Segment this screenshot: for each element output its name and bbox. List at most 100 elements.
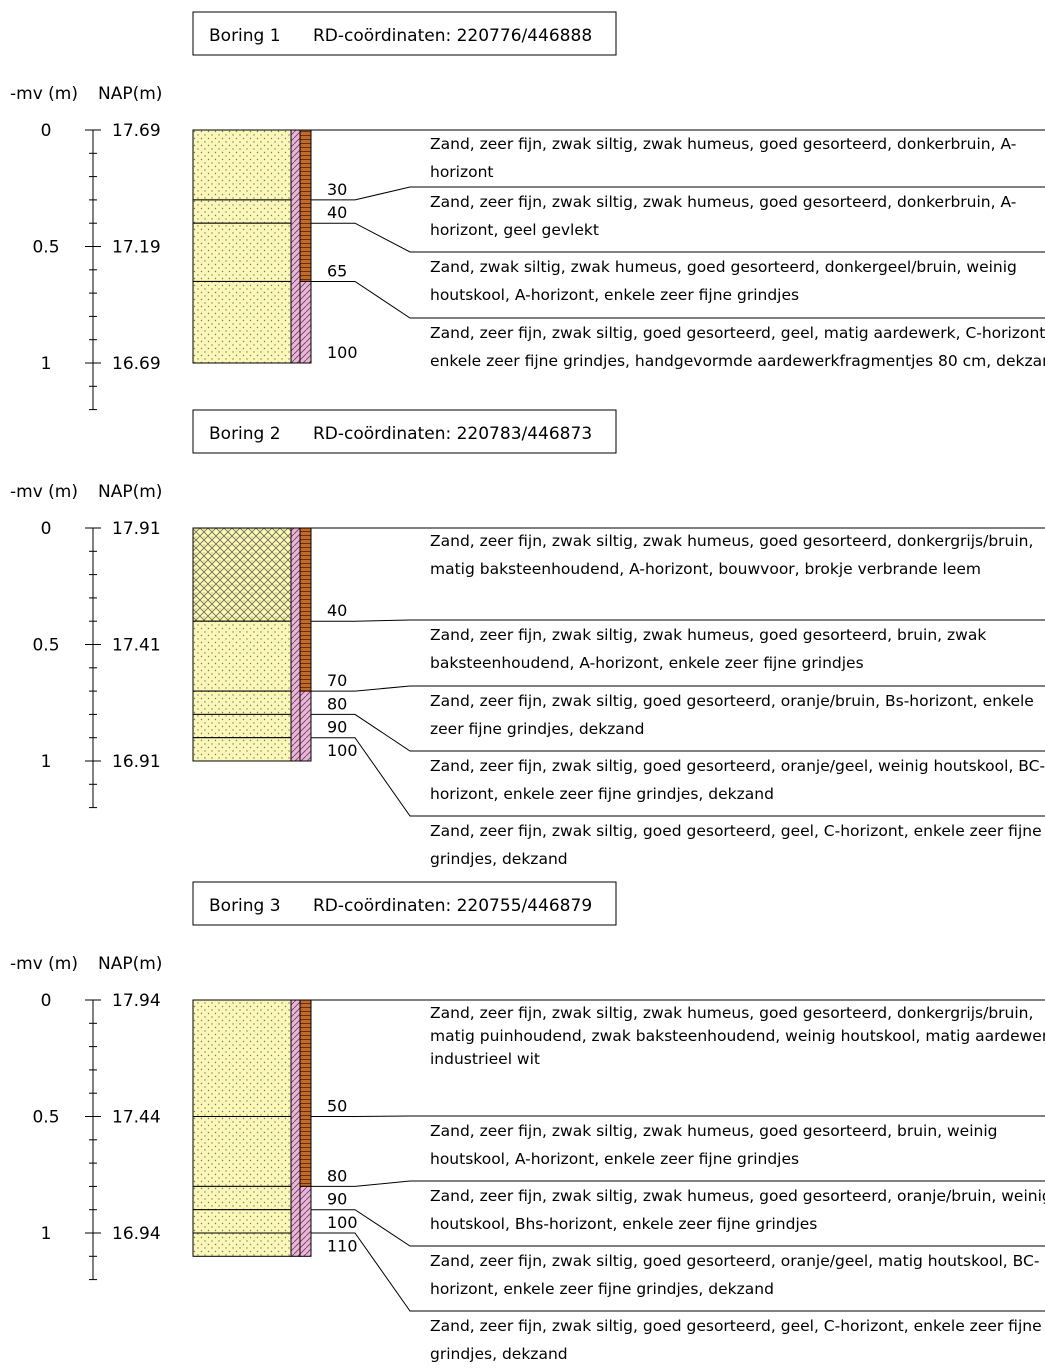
soil-layer <box>192 1116 292 1187</box>
layer-depth-label: 40 <box>327 601 347 620</box>
layer-description: Zand, zeer fijn, zwak siltig, zwak humeu… <box>430 135 1016 153</box>
boring-title: Boring 3 <box>209 896 281 916</box>
nap-tick-label: 17.19 <box>112 238 161 258</box>
soil-layer <box>192 527 292 622</box>
layer-description: horizont, enkele zeer fijne grindjes, de… <box>430 785 774 803</box>
layer-depth-label: 50 <box>327 1097 347 1116</box>
layer-description: Zand, zeer fijn, zwak siltig, goed gesor… <box>430 692 1034 710</box>
layer-connector <box>311 713 1045 752</box>
layer-description: Zand, zwak siltig, zwak humeus, goed ges… <box>430 258 1017 276</box>
brown-indicator-bar <box>299 999 312 1187</box>
nap-tick-label: 16.69 <box>112 354 161 374</box>
layer-connector <box>311 619 1045 622</box>
layer-connector <box>311 737 1045 817</box>
soil-layer <box>192 222 292 282</box>
nap-tick-label: 17.94 <box>112 991 161 1011</box>
layer-description: Zand, zeer fijn, zwak siltig, zwak humeu… <box>430 1004 1033 1022</box>
layer-description: houtskool, Bhs-horizont, enkele zeer fij… <box>430 1215 817 1233</box>
boring-coordinates: RD-coördinaten: 220783/446873 <box>313 424 592 444</box>
depth-tick-label: 1 <box>41 1224 52 1244</box>
depth-tick-label: 0.5 <box>32 636 59 656</box>
depth-tick-label: 1 <box>41 354 52 374</box>
layer-description: houtskool, A-horizont, enkele zeer fijne… <box>430 286 799 304</box>
boring-coordinates: RD-coördinaten: 220776/446888 <box>313 26 592 46</box>
layer-depth-label: 100 <box>327 741 358 760</box>
layer-description: zeer fijne grindjes, dekzand <box>430 720 644 738</box>
pink-indicator-bar <box>290 527 301 762</box>
nap-tick-label: 17.44 <box>112 1108 161 1128</box>
layer-depth-label: 100 <box>327 1213 358 1232</box>
nap-axis-label: NAP(m) <box>98 84 162 104</box>
layer-description: industrieel wit <box>430 1050 540 1068</box>
depth-tick-label: 0.5 <box>32 1108 59 1128</box>
layer-description: Zand, zeer fijn, zwak siltig, goed gesor… <box>430 324 1045 342</box>
soil-layer <box>192 1232 292 1257</box>
depth-tick-label: 0 <box>41 519 52 539</box>
soil-layer <box>192 690 292 715</box>
layer-depth-label: 80 <box>327 1166 347 1185</box>
layer-connector <box>311 1209 1045 1247</box>
layer-description: houtskool, A-horizont, enkele zeer fijne… <box>430 1150 799 1168</box>
layer-depth-label: 100 <box>327 343 358 362</box>
nap-tick-label: 16.94 <box>112 1224 161 1244</box>
layer-depth-label: 110 <box>327 1236 358 1255</box>
nap-tick-label: 16.91 <box>112 752 161 772</box>
depth-tick-label: 1 <box>41 752 52 772</box>
depth-tick-label: 0.5 <box>32 238 59 258</box>
soil-layer <box>192 280 292 364</box>
soil-layer <box>192 1209 292 1234</box>
layer-description: Zand, zeer fijn, zwak siltig, zwak humeu… <box>430 1187 1045 1205</box>
layer-connector <box>311 280 1045 319</box>
soil-layer <box>192 620 292 692</box>
layer-description: grindjes, dekzand <box>430 1345 568 1363</box>
layer-connector <box>311 685 1045 692</box>
layer-description: Zand, zeer fijn, zwak siltig, zwak humeu… <box>430 532 1033 550</box>
nap-tick-label: 17.41 <box>112 636 161 656</box>
nap-axis-label: NAP(m) <box>98 482 162 502</box>
layer-description: Zand, zeer fijn, zwak siltig, goed gesor… <box>430 1252 1039 1270</box>
layer-description: matig baksteenhoudend, A-horizont, bouwv… <box>430 560 981 578</box>
brown-indicator-bar <box>299 129 312 282</box>
layer-description: Zand, zeer fijn, zwak siltig, zwak humeu… <box>430 1122 998 1140</box>
layer-depth-label: 30 <box>327 180 347 199</box>
layer-description: Zand, zeer fijn, zwak siltig, goed gesor… <box>430 1317 1042 1335</box>
nap-tick-label: 17.69 <box>112 121 161 141</box>
layer-connector <box>311 1115 1045 1117</box>
soil-layer <box>192 199 292 224</box>
layer-description: enkele zeer fijne grindjes, handgevormde… <box>430 352 1045 370</box>
pink-indicator-bar-lower <box>299 1185 312 1257</box>
boring-coordinates: RD-coördinaten: 220755/446879 <box>313 896 592 916</box>
depth-tick-label: 0 <box>41 991 52 1011</box>
layer-depth-label: 90 <box>327 718 347 737</box>
layer-connector <box>311 1232 1045 1312</box>
layer-depth-label: 90 <box>327 1190 347 1209</box>
soil-layer <box>192 1185 292 1211</box>
layer-depth-label: 70 <box>327 671 347 690</box>
boring-title: Boring 1 <box>209 26 281 46</box>
layer-description: horizont, enkele zeer fijne grindjes, de… <box>430 1280 774 1298</box>
layer-description: Zand, zeer fijn, zwak siltig, zwak humeu… <box>430 626 986 644</box>
soil-layer <box>192 129 292 201</box>
pink-indicator-bar <box>290 999 301 1257</box>
nap-axis-label: NAP(m) <box>98 954 162 974</box>
pink-indicator-bar <box>290 129 301 364</box>
soil-layer <box>192 999 292 1117</box>
boring-title: Boring 2 <box>209 424 281 444</box>
layer-description: Zand, zeer fijn, zwak siltig, goed gesor… <box>430 822 1042 840</box>
boring-title-box <box>192 409 617 454</box>
layer-description: grindjes, dekzand <box>430 850 568 868</box>
brown-indicator-bar <box>299 527 312 692</box>
layer-depth-label: 80 <box>327 694 347 713</box>
layer-description: Zand, zeer fijn, zwak siltig, goed gesor… <box>430 757 1045 775</box>
layer-description: baksteenhoudend, A-horizont, enkele zeer… <box>430 654 864 672</box>
depth-axis-label: -mv (m) <box>10 954 78 974</box>
soil-layer <box>192 737 292 762</box>
pink-indicator-bar-lower <box>299 690 312 762</box>
layer-depth-label: 40 <box>327 203 347 222</box>
depth-axis-label: -mv (m) <box>10 84 78 104</box>
layer-description: horizont, geel gevlekt <box>430 221 599 239</box>
depth-tick-label: 0 <box>41 121 52 141</box>
boring-title-box <box>192 11 617 56</box>
boring-title-box <box>192 881 617 926</box>
